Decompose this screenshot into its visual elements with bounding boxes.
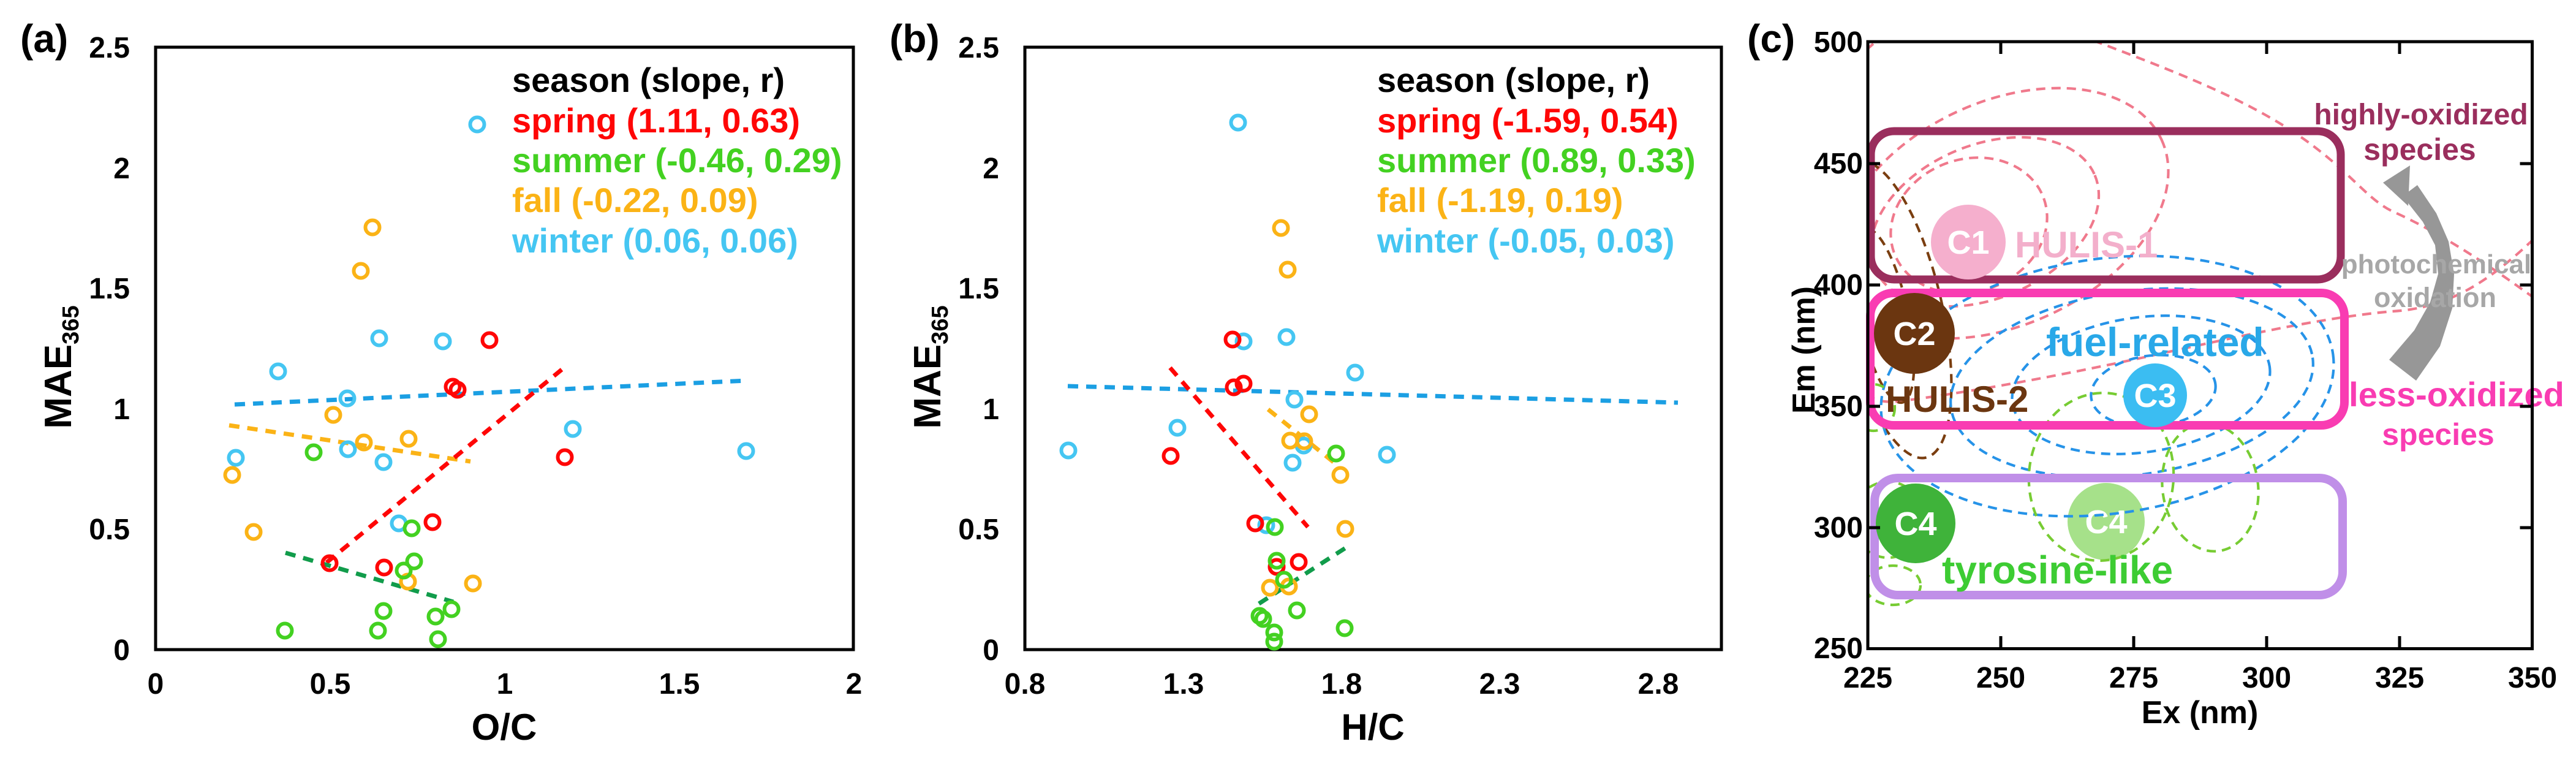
svg-text:0: 0 (113, 634, 130, 667)
svg-text:fall (-0.22, 0.09): fall (-0.22, 0.09) (512, 181, 758, 219)
svg-text:325: 325 (2375, 662, 2424, 694)
svg-text:0: 0 (983, 634, 999, 667)
svg-text:250: 250 (1814, 632, 1863, 665)
svg-text:1.5: 1.5 (659, 668, 700, 700)
svg-text:0.8: 0.8 (1005, 668, 1046, 700)
svg-text:2: 2 (983, 153, 999, 185)
svg-text:0.5: 0.5 (89, 514, 130, 546)
svg-text:2: 2 (113, 153, 130, 185)
svg-text:0.5: 0.5 (958, 514, 999, 546)
svg-text:(c): (c) (1747, 17, 1795, 61)
svg-text:275: 275 (2109, 662, 2158, 694)
svg-text:winter (0.06, 0.06): winter (0.06, 0.06) (512, 221, 798, 260)
svg-text:season (slope, r): season (slope, r) (512, 61, 785, 99)
svg-text:1.8: 1.8 (1321, 668, 1362, 700)
svg-text:Ex (nm): Ex (nm) (2142, 695, 2259, 731)
svg-text:spring (1.11, 0.63): spring (1.11, 0.63) (512, 101, 800, 140)
svg-text:400: 400 (1814, 269, 1863, 302)
svg-text:(b): (b) (890, 17, 940, 61)
svg-text:species: species (2382, 417, 2494, 452)
svg-text:spring (-1.59, 0.54): spring (-1.59, 0.54) (1377, 101, 1679, 140)
svg-text:fuel-related: fuel-related (2046, 319, 2264, 365)
svg-text:1.3: 1.3 (1163, 668, 1204, 700)
svg-text:photochemical: photochemical (2341, 249, 2532, 279)
svg-text:C1: C1 (1947, 224, 1989, 261)
svg-text:Em (nm): Em (nm) (1786, 286, 1822, 414)
svg-text:2.3: 2.3 (1479, 668, 1520, 700)
svg-text:350: 350 (1814, 390, 1863, 423)
svg-text:summer (0.89, 0.33): summer (0.89, 0.33) (1377, 141, 1696, 180)
svg-text:0.5: 0.5 (310, 668, 351, 700)
svg-text:HULIS-2: HULIS-2 (1886, 379, 2028, 420)
svg-text:oxidation: oxidation (2374, 282, 2496, 313)
svg-text:2.5: 2.5 (89, 32, 130, 64)
svg-text:1: 1 (113, 393, 130, 426)
svg-text:0: 0 (148, 668, 164, 700)
svg-text:300: 300 (1814, 512, 1863, 544)
svg-text:C4: C4 (2085, 504, 2127, 541)
svg-text:C3: C3 (2134, 378, 2176, 414)
svg-text:H/C: H/C (1341, 707, 1404, 748)
svg-text:1.5: 1.5 (89, 273, 130, 305)
svg-text:450: 450 (1814, 148, 1863, 180)
svg-text:winter (-0.05, 0.03): winter (-0.05, 0.03) (1377, 221, 1675, 260)
svg-text:summer (-0.46, 0.29): summer (-0.46, 0.29) (512, 141, 842, 180)
svg-text:season (slope, r): season (slope, r) (1377, 61, 1650, 99)
svg-text:O/C: O/C (472, 707, 537, 748)
svg-text:300: 300 (2242, 662, 2291, 694)
svg-text:HULIS-1: HULIS-1 (2015, 224, 2158, 265)
svg-text:500: 500 (1814, 26, 1863, 59)
svg-text:(a): (a) (20, 17, 68, 61)
svg-text:225: 225 (1843, 662, 1892, 694)
svg-text:highly-oxidized: highly-oxidized (2314, 99, 2528, 131)
svg-text:species: species (2363, 132, 2476, 167)
svg-text:C2: C2 (1893, 316, 1935, 352)
svg-text:1.5: 1.5 (958, 273, 999, 305)
svg-text:2: 2 (846, 668, 863, 700)
svg-text:C4: C4 (1894, 506, 1936, 542)
svg-text:350: 350 (2508, 662, 2557, 694)
svg-text:2.8: 2.8 (1638, 668, 1679, 700)
svg-text:tyrosine-like: tyrosine-like (1942, 548, 2173, 592)
svg-text:250: 250 (1976, 662, 2025, 694)
svg-text:1: 1 (497, 668, 513, 700)
svg-text:fall (-1.19, 0.19): fall (-1.19, 0.19) (1377, 181, 1623, 219)
svg-text:2.5: 2.5 (958, 32, 999, 64)
svg-text:1: 1 (983, 393, 999, 426)
